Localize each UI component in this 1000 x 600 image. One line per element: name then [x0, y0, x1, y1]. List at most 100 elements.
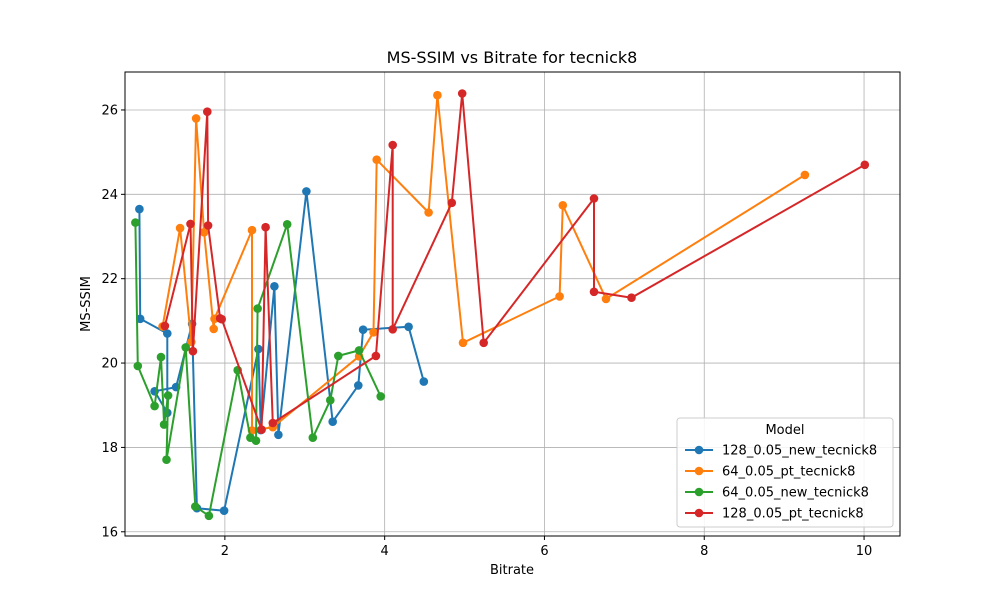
data-point — [419, 377, 429, 386]
data-point — [358, 325, 368, 335]
data-point — [447, 198, 457, 208]
data-point — [131, 218, 140, 227]
data-point — [354, 346, 364, 355]
data-point — [159, 420, 169, 429]
data-point — [268, 418, 278, 428]
x-axis-label: Bitrate — [490, 563, 534, 578]
data-point — [404, 322, 413, 332]
legend-title: Model — [765, 423, 804, 438]
y-tick-label: 22 — [101, 272, 118, 287]
data-point — [372, 155, 382, 164]
data-point — [163, 329, 172, 338]
data-point — [433, 90, 442, 100]
data-point — [253, 304, 262, 313]
data-point — [204, 511, 214, 521]
data-point — [247, 225, 257, 235]
data-point — [191, 502, 200, 511]
data-point — [156, 352, 166, 362]
data-point — [163, 391, 173, 400]
data-point — [282, 220, 292, 229]
data-point — [209, 324, 218, 334]
data-point — [270, 282, 279, 291]
data-point — [217, 314, 226, 324]
y-tick-label: 16 — [101, 525, 118, 540]
data-point — [371, 351, 381, 361]
legend-entries: 128_0.05_new_tecnick8 64_0.05_pt_tecnick8… — [685, 444, 877, 522]
data-point — [135, 314, 145, 324]
series-group — [131, 89, 870, 521]
legend: Model 128_0.05_new_tecnick8 64_0.05_pt_te… — [676, 417, 894, 528]
series-line — [134, 222, 382, 517]
data-point — [369, 328, 378, 337]
legend-entry: 128_0.05_new_tecnick8 — [685, 444, 877, 459]
legend-marker — [694, 445, 704, 455]
plot-area-frame — [124, 71, 901, 537]
y-tick-label: 24 — [101, 188, 118, 203]
legend-label: 64_0.05_pt_tecnick8 — [722, 465, 855, 480]
data-point — [326, 395, 335, 405]
data-point — [219, 506, 229, 515]
legend-marker — [694, 508, 704, 518]
data-point — [601, 294, 611, 304]
legend-label: 128_0.05_pt_tecnick8 — [722, 507, 864, 522]
chart-title: MS-SSIM vs Bitrate for tecnick8 — [387, 48, 638, 67]
data-point — [558, 201, 568, 210]
data-point — [328, 417, 338, 427]
data-point — [199, 228, 209, 237]
y-tick-label: 20 — [101, 357, 118, 372]
data-point — [254, 344, 263, 354]
legend-entry: 128_0.05_pt_tecnick8 — [685, 507, 864, 522]
legend-label: 128_0.05_new_tecnick8 — [722, 444, 877, 459]
data-point — [150, 401, 159, 411]
data-point — [388, 325, 398, 334]
x-tick-label: 4 — [381, 544, 389, 559]
series-line — [161, 94, 806, 432]
data-point — [424, 208, 433, 217]
legend-entry: 64_0.05_pt_tecnick8 — [685, 465, 855, 480]
data-point — [302, 187, 311, 196]
x-tick-label: 8 — [700, 544, 708, 559]
data-point — [388, 140, 398, 150]
y-tick-label: 26 — [101, 103, 118, 118]
legend-label: 64_0.05_new_tecnick8 — [722, 486, 869, 501]
data-point — [175, 223, 185, 233]
x-tick-label: 2 — [221, 544, 229, 559]
series-3 — [131, 218, 386, 521]
data-point — [458, 338, 468, 348]
data-point — [162, 455, 171, 465]
data-point — [181, 343, 190, 352]
data-point — [457, 89, 467, 98]
data-point — [133, 361, 143, 371]
data-point — [186, 219, 195, 229]
data-point — [135, 204, 144, 214]
data-point — [800, 170, 810, 180]
data-point — [860, 160, 870, 170]
data-point — [203, 221, 213, 230]
legend-marker — [694, 466, 704, 476]
gridlines — [125, 72, 900, 536]
data-point — [257, 425, 266, 435]
data-point — [191, 114, 201, 123]
data-point — [203, 107, 212, 116]
x-tick-label: 10 — [856, 544, 873, 559]
data-point — [555, 292, 564, 301]
series-line — [163, 92, 866, 431]
data-point — [589, 194, 599, 203]
data-point — [376, 392, 386, 401]
data-point — [354, 381, 363, 390]
data-point — [274, 430, 283, 440]
series-4 — [160, 89, 870, 435]
x-tick-label: 6 — [540, 544, 548, 559]
data-point — [479, 338, 489, 348]
data-point — [261, 222, 270, 232]
legend-marker — [694, 487, 704, 497]
legend-box — [676, 417, 894, 528]
data-point — [188, 346, 198, 356]
y-axis-label: MS-SSIM — [79, 276, 94, 332]
y-tick-label: 18 — [101, 441, 118, 456]
data-point — [627, 293, 636, 303]
data-point — [308, 433, 318, 443]
legend-entry: 64_0.05_new_tecnick8 — [685, 486, 869, 501]
